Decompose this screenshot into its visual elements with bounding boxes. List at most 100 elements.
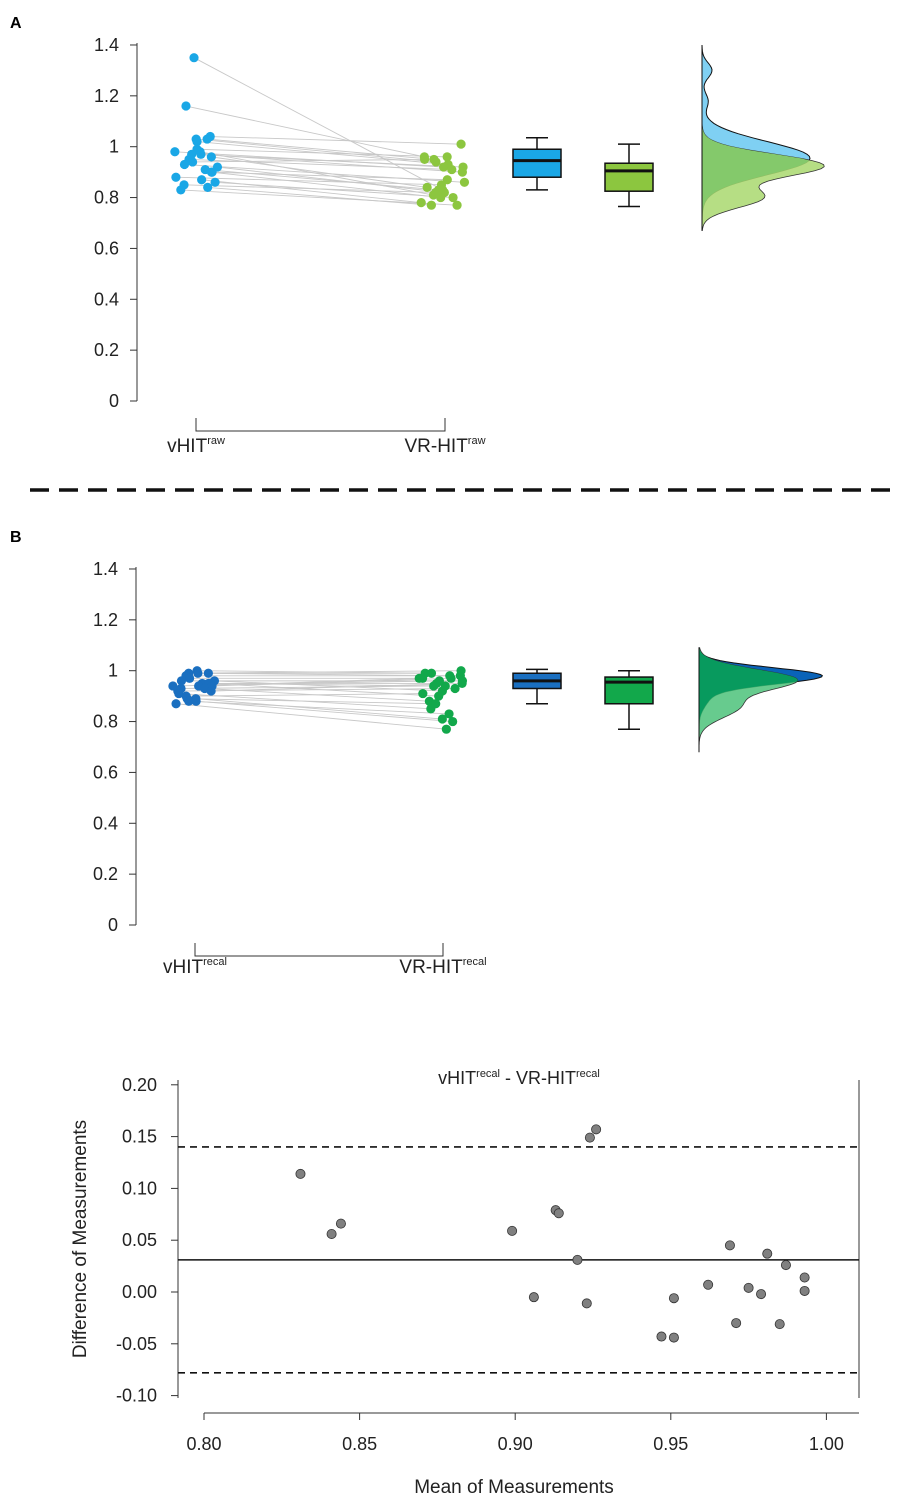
x-tick-label: 1.00 — [809, 1434, 844, 1454]
y-tick-label: 0.4 — [94, 289, 119, 309]
point-vhit-recal — [174, 688, 184, 699]
panel-b-group-bracket — [194, 943, 444, 957]
panel-a-axes — [136, 43, 446, 432]
point-vhit-recal — [203, 668, 213, 678]
point-vrhit-recal — [418, 688, 428, 699]
point-vhit-raw — [171, 172, 181, 182]
point-vhit-raw — [202, 134, 212, 144]
y-tick-label: -0.05 — [116, 1334, 157, 1354]
point-vrhit-raw — [458, 162, 468, 172]
panel-b-axes — [135, 567, 444, 957]
point-vrhit-raw — [447, 164, 457, 175]
ba-x-label: Mean of Measurements — [414, 1477, 614, 1497]
point-vhit-raw — [170, 147, 180, 157]
point-vrhit-recal — [444, 709, 454, 719]
point-vrhit-recal — [448, 716, 458, 727]
ba-y-label: Difference of Measurements — [70, 1120, 91, 1358]
y-tick-label: 0.10 — [122, 1178, 157, 1198]
x-tick-label: 0.95 — [653, 1434, 688, 1454]
pair-line — [215, 181, 454, 199]
ba-point — [335, 1218, 346, 1229]
point-vrhit-recal — [457, 678, 467, 689]
y-tick-label: 0.6 — [94, 238, 119, 258]
y-tick-label: 0.00 — [122, 1282, 157, 1302]
panel-a-group-bracket — [195, 418, 446, 432]
ba-point — [528, 1292, 539, 1303]
y-tick-label: 0.6 — [93, 762, 118, 782]
point-vrhit-recal — [431, 699, 441, 709]
point-vhit-recal — [184, 696, 194, 706]
panel-a-marks — [170, 44, 825, 231]
y-tick-label: 1 — [108, 661, 118, 681]
point-vrhit-raw — [431, 157, 441, 167]
ba-point — [668, 1293, 679, 1304]
point-vhit-recal — [171, 699, 181, 709]
pair-line — [196, 138, 437, 163]
ba-point — [774, 1319, 785, 1330]
pair-line — [200, 153, 463, 173]
y-tick-label: 1.4 — [94, 35, 119, 55]
pair-line — [196, 700, 453, 723]
ba-point — [295, 1168, 306, 1179]
y-tick-label: 0.8 — [93, 712, 118, 732]
y-tick-label: 0 — [109, 391, 119, 411]
y-tick-label: 0.4 — [93, 813, 118, 833]
y-tick-label: 0.20 — [122, 1075, 157, 1095]
point-vrhit-recal — [414, 673, 424, 683]
panel-a-group-label-vrhit: VR-HITraw — [404, 435, 485, 457]
pair-line — [180, 189, 458, 206]
point-vhit-raw — [206, 152, 216, 162]
pair-line — [217, 166, 445, 193]
ba-point — [668, 1332, 679, 1343]
point-vrhit-raw — [431, 187, 441, 198]
x-tick-label: 0.90 — [498, 1434, 533, 1454]
ba-point — [703, 1279, 714, 1290]
point-vrhit-raw — [436, 180, 447, 190]
pair-line — [207, 186, 432, 206]
x-tick-label: 0.85 — [342, 1434, 377, 1454]
point-vrhit-recal — [446, 673, 456, 683]
pair-line — [210, 136, 462, 145]
point-vrhit-raw — [459, 177, 470, 187]
y-tick-label: 0.2 — [93, 864, 118, 884]
panel-a-y-ticks: 1.4 1.2 1 0.8 0.6 0.4 0.2 0 — [94, 35, 137, 411]
panel-b-group-label-vhit: vHITrecal — [163, 956, 227, 978]
point-vhit-raw — [189, 53, 199, 63]
pair-line — [211, 171, 441, 199]
ba-point — [507, 1225, 518, 1236]
density-overlap — [699, 647, 798, 753]
y-tick-label: 1.2 — [94, 86, 119, 106]
point-vrhit-raw — [438, 162, 449, 172]
point-vrhit-raw — [452, 200, 462, 210]
point-vhit-recal — [184, 673, 195, 683]
y-tick-label: 0.15 — [122, 1127, 157, 1147]
point-vhit-raw — [179, 159, 190, 170]
pair-line — [198, 677, 420, 687]
point-vhit-raw — [197, 175, 207, 185]
ba-point — [584, 1132, 595, 1143]
point-vrhit-recal — [456, 666, 466, 676]
density-overlap — [702, 45, 809, 231]
point-vrhit-recal — [426, 668, 437, 678]
point-vrhit-raw — [442, 152, 452, 162]
y-tick-label: 0 — [108, 915, 118, 935]
pair-line — [181, 685, 434, 689]
ba-point — [656, 1331, 667, 1342]
ba-point — [572, 1254, 583, 1265]
panel-b-label: B — [10, 529, 22, 546]
point-vrhit-raw — [416, 198, 426, 208]
ba-point — [591, 1124, 602, 1135]
y-tick-label: 0.05 — [122, 1230, 157, 1250]
point-vhit-raw — [206, 167, 217, 177]
point-vrhit-raw — [426, 200, 436, 210]
point-vhit-recal — [193, 668, 203, 678]
panel-b-y-ticks: 1.4 1.2 1 0.8 0.6 0.4 0.2 0 — [93, 559, 136, 935]
y-tick-label: 1.4 — [93, 559, 118, 579]
point-vrhit-recal — [441, 724, 451, 734]
point-vrhit-raw — [448, 192, 458, 203]
point-vhit-raw — [210, 177, 220, 187]
y-tick-label: 1 — [109, 137, 119, 157]
panel-a-label: A — [10, 15, 22, 32]
point-vrhit-recal — [434, 691, 444, 701]
point-vrhit-raw — [419, 154, 430, 165]
